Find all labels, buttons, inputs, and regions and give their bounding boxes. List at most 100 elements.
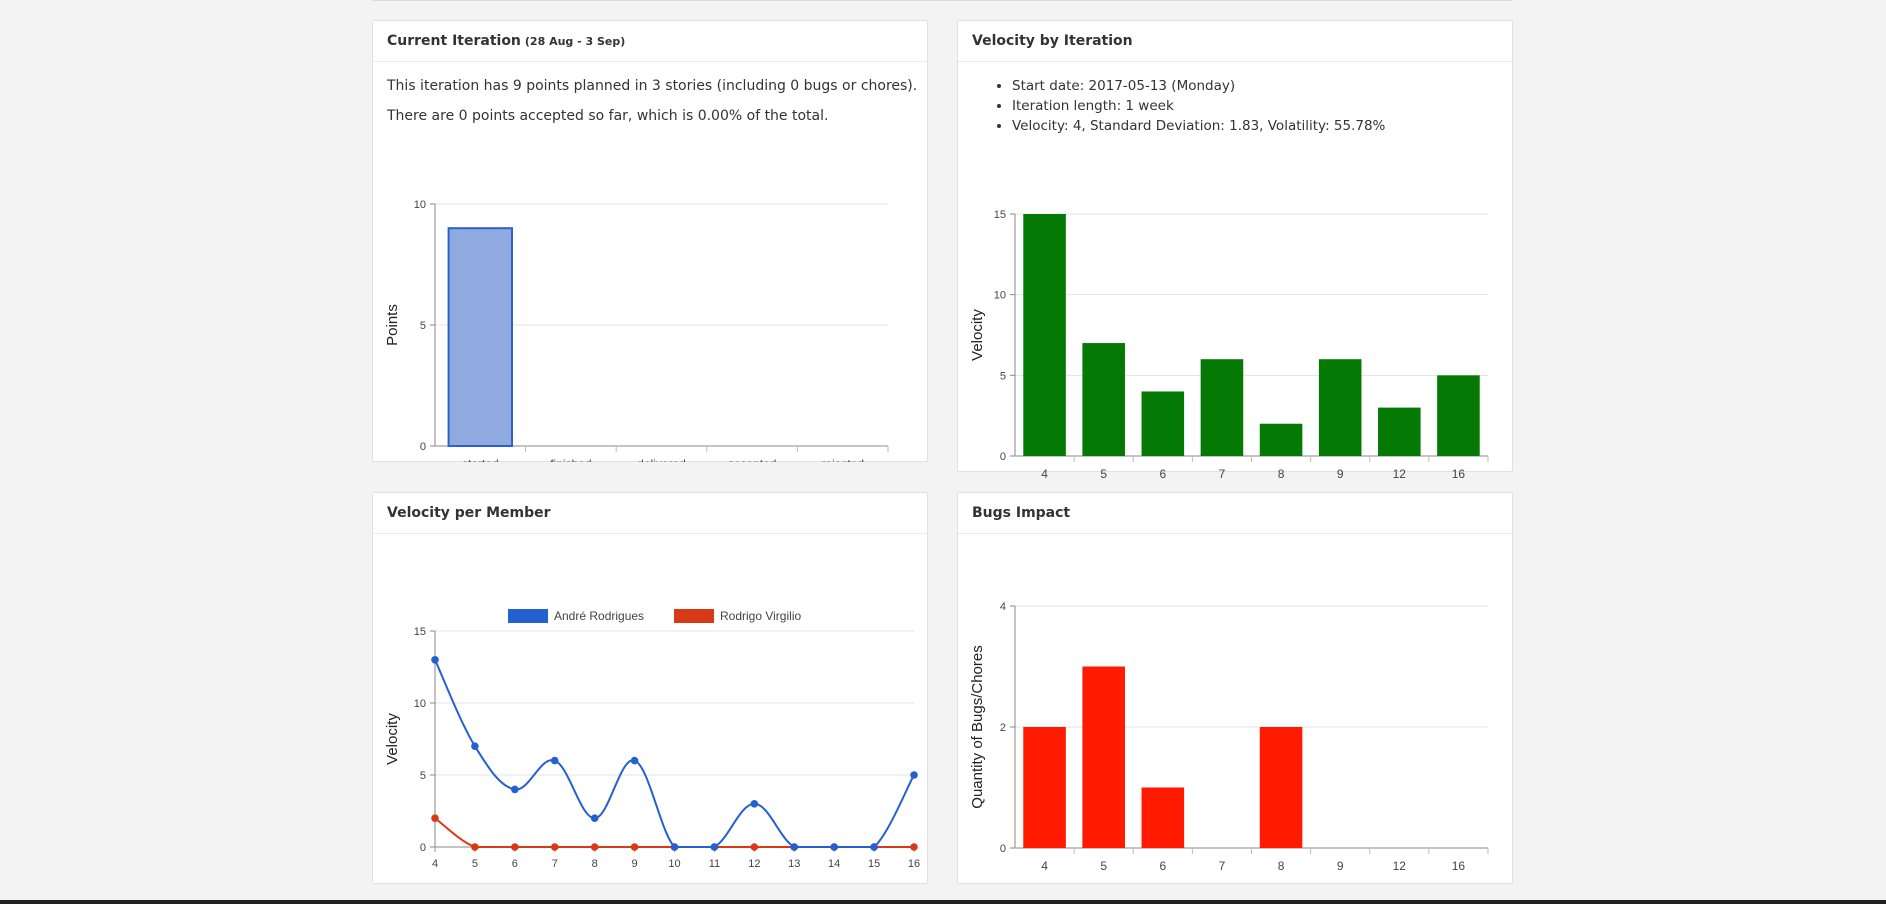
y-tick-label: 10	[414, 199, 426, 211]
y-axis-label: Points	[384, 304, 401, 346]
x-tick-label: finished	[550, 457, 591, 462]
x-tick-label: 12	[748, 858, 760, 870]
legend-label: André Rodrigues	[554, 609, 644, 623]
start-date-item: Start date: 2017-05-13 (Monday)	[1012, 76, 1385, 96]
y-tick-label: 5	[420, 770, 426, 782]
iteration-dates: (28 Aug - 3 Sep)	[524, 34, 626, 48]
data-point	[590, 814, 599, 822]
bar	[1023, 727, 1066, 848]
x-tick-label: 6	[512, 858, 518, 870]
data-point	[511, 843, 519, 851]
bar	[1082, 343, 1125, 456]
y-axis-label: Quantity of Bugs/Chores	[969, 645, 986, 808]
legend-swatch	[674, 609, 714, 623]
y-tick-label: 10	[414, 698, 426, 710]
bottom-edge	[0, 900, 1886, 904]
bar	[1141, 787, 1185, 848]
velocity-chart: 051015VelocityIteration Number4567891216	[969, 209, 1489, 481]
data-point	[830, 843, 838, 851]
y-axis-label: Velocity	[384, 713, 401, 765]
y-tick-label: 2	[1000, 722, 1006, 734]
bar	[1082, 666, 1125, 848]
iteration-length-item: Iteration length: 1 week	[1012, 96, 1385, 116]
x-tick-label: 9	[1337, 859, 1344, 873]
story-states-chart: 0510PointsStory Statesstartedfinisheddel…	[384, 199, 889, 462]
x-tick-label: 9	[632, 858, 638, 870]
data-point	[431, 814, 439, 822]
y-tick-label: 15	[414, 626, 426, 638]
y-axis-label: Velocity	[969, 309, 986, 361]
data-point	[790, 843, 799, 851]
data-point	[670, 843, 679, 851]
x-tick-label: 12	[1393, 859, 1407, 873]
x-tick-label: rejected	[821, 457, 864, 462]
panel-header: Current Iteration (28 Aug - 3 Sep)	[373, 21, 927, 62]
y-tick-label: 0	[420, 842, 426, 854]
current-iteration-panel: Current Iteration (28 Aug - 3 Sep) This …	[372, 20, 928, 462]
x-tick-label: started	[462, 457, 499, 462]
x-tick-label: 15	[868, 858, 880, 870]
planned-summary: This iteration has 9 points planned in 3…	[387, 78, 918, 94]
x-tick-label: 13	[788, 858, 800, 870]
member-velocity-chart: 051015VelocityIteration Number4567891011…	[384, 609, 920, 870]
x-tick-label: 5	[472, 858, 478, 870]
panel-header: Velocity by Iteration	[958, 21, 1512, 62]
x-tick-label: 9	[1337, 467, 1344, 481]
y-tick-label: 5	[1000, 370, 1006, 382]
panel-title: Current Iteration	[387, 33, 521, 49]
data-point	[870, 843, 878, 851]
data-point	[471, 742, 479, 750]
x-tick-label: 16	[1452, 859, 1466, 873]
bar	[1318, 359, 1362, 456]
accepted-summary: There are 0 points accepted so far, whic…	[387, 108, 829, 124]
x-tick-label: 5	[1100, 467, 1107, 481]
x-tick-label: 12	[1393, 467, 1407, 481]
bar	[1378, 407, 1421, 456]
x-tick-label: delivered	[637, 457, 686, 462]
y-tick-label: 0	[1000, 451, 1006, 463]
y-tick-label: 5	[420, 320, 426, 332]
y-tick-label: 0	[420, 441, 426, 453]
x-tick-label: 6	[1159, 859, 1166, 873]
x-tick-label: 11	[709, 858, 720, 870]
y-tick-label: 0	[1000, 843, 1006, 855]
x-tick-label: 7	[552, 858, 558, 870]
x-tick-label: 8	[592, 858, 598, 870]
data-point	[750, 800, 759, 808]
x-tick-label: 4	[1041, 467, 1048, 481]
x-tick-label: 10	[668, 858, 680, 870]
data-point	[630, 756, 639, 765]
bar	[1141, 391, 1185, 456]
x-tick-label: 5	[1100, 859, 1107, 873]
bar	[1023, 214, 1066, 456]
data-point	[590, 843, 599, 851]
panel-header: Velocity per Member	[373, 493, 927, 534]
data-point	[431, 656, 439, 664]
panel-title: Velocity per Member	[387, 505, 551, 521]
data-point	[910, 843, 918, 851]
y-tick-label: 10	[994, 290, 1006, 302]
x-tick-label: 4	[432, 858, 438, 870]
data-point	[550, 756, 559, 765]
series-line	[434, 659, 915, 848]
data-point	[550, 843, 559, 851]
panel-title: Velocity by Iteration	[972, 33, 1133, 49]
y-tick-label: 15	[994, 209, 1006, 221]
y-tick-label: 4	[1000, 601, 1006, 613]
top-divider	[372, 0, 1512, 1]
data-point	[471, 843, 479, 851]
data-point	[511, 785, 519, 794]
data-point	[630, 843, 639, 851]
x-tick-label: 16	[1452, 467, 1466, 481]
x-tick-label: accepted	[728, 457, 777, 462]
bar	[1259, 727, 1303, 848]
velocity-by-iteration-panel: Velocity by Iteration Start date: 2017-0…	[957, 20, 1513, 481]
x-tick-label: 7	[1219, 467, 1226, 481]
bar	[447, 227, 514, 447]
x-tick-label: 8	[1278, 467, 1285, 481]
x-tick-label: 7	[1219, 859, 1226, 873]
panel-title: Bugs Impact	[972, 505, 1071, 521]
x-tick-label: 16	[908, 858, 920, 870]
